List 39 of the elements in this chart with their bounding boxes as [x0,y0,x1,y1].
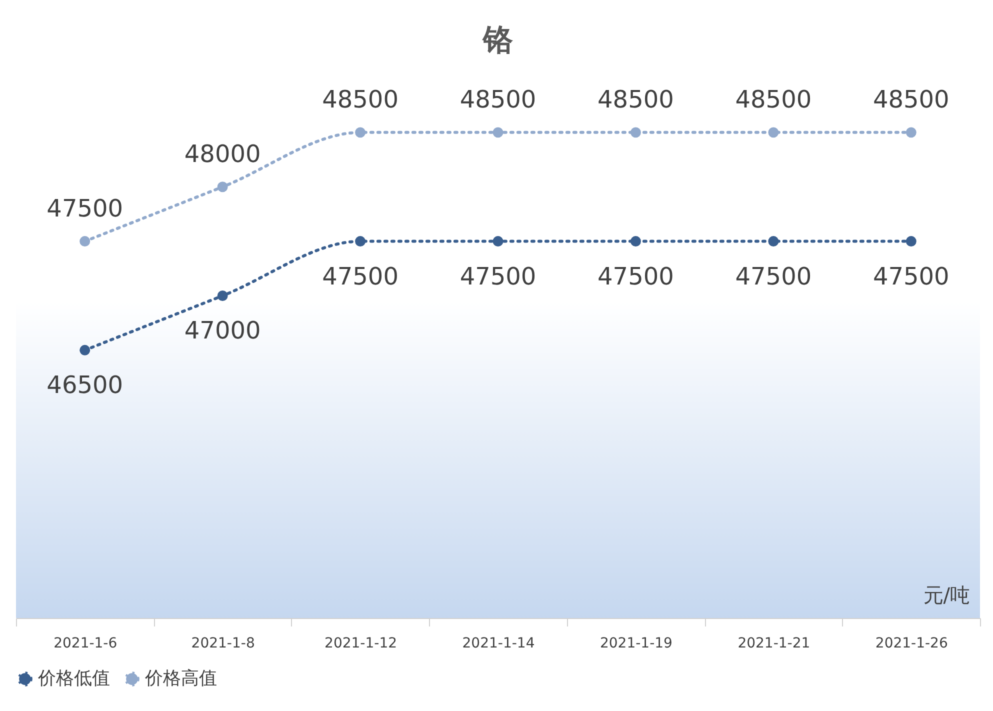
data-label: 47500 [872,262,950,290]
data-label: 47000 [184,316,261,345]
x-tick-label: 2021-1-26 [875,636,948,652]
data-label: 47500 [46,194,124,222]
data-label: 48000 [184,140,261,168]
text: 元/吨 [923,583,970,607]
data-label: 48500 [872,85,950,114]
data-label: 48500 [460,85,536,114]
point [906,236,916,247]
point [80,236,90,247]
data-label: 47500 [322,262,398,290]
x-tick-label: 2021-1-12 [324,636,398,652]
point [492,127,504,138]
data-label: 47500 [598,262,674,290]
data-label: 48500 [322,85,398,114]
data-label: 47500 [735,262,812,290]
point [906,127,916,138]
legend-label: 价格低值 [37,668,110,690]
data-label: 47500 [460,262,536,290]
data-label: 46500 [46,371,124,400]
x-tick-label: 2021-1-6 [54,636,118,652]
point [768,236,779,247]
point [217,182,228,192]
x-tick-label: 2021-1-14 [462,636,535,652]
point [492,236,504,247]
point [630,127,641,138]
point [768,127,779,138]
point [217,290,228,301]
point [630,236,641,247]
data-label: 48500 [735,85,812,114]
x-tick-label: 2021-1-21 [738,636,810,652]
data-label: 48500 [598,85,674,114]
x-tick-label: 2021-1-8 [191,636,255,652]
point [80,344,90,356]
point [355,127,366,138]
point [355,236,366,247]
x-tick-label: 2021-1-19 [600,636,672,652]
legend-label: 价格高值 [144,668,217,690]
chart-title: 铬 [482,23,514,58]
